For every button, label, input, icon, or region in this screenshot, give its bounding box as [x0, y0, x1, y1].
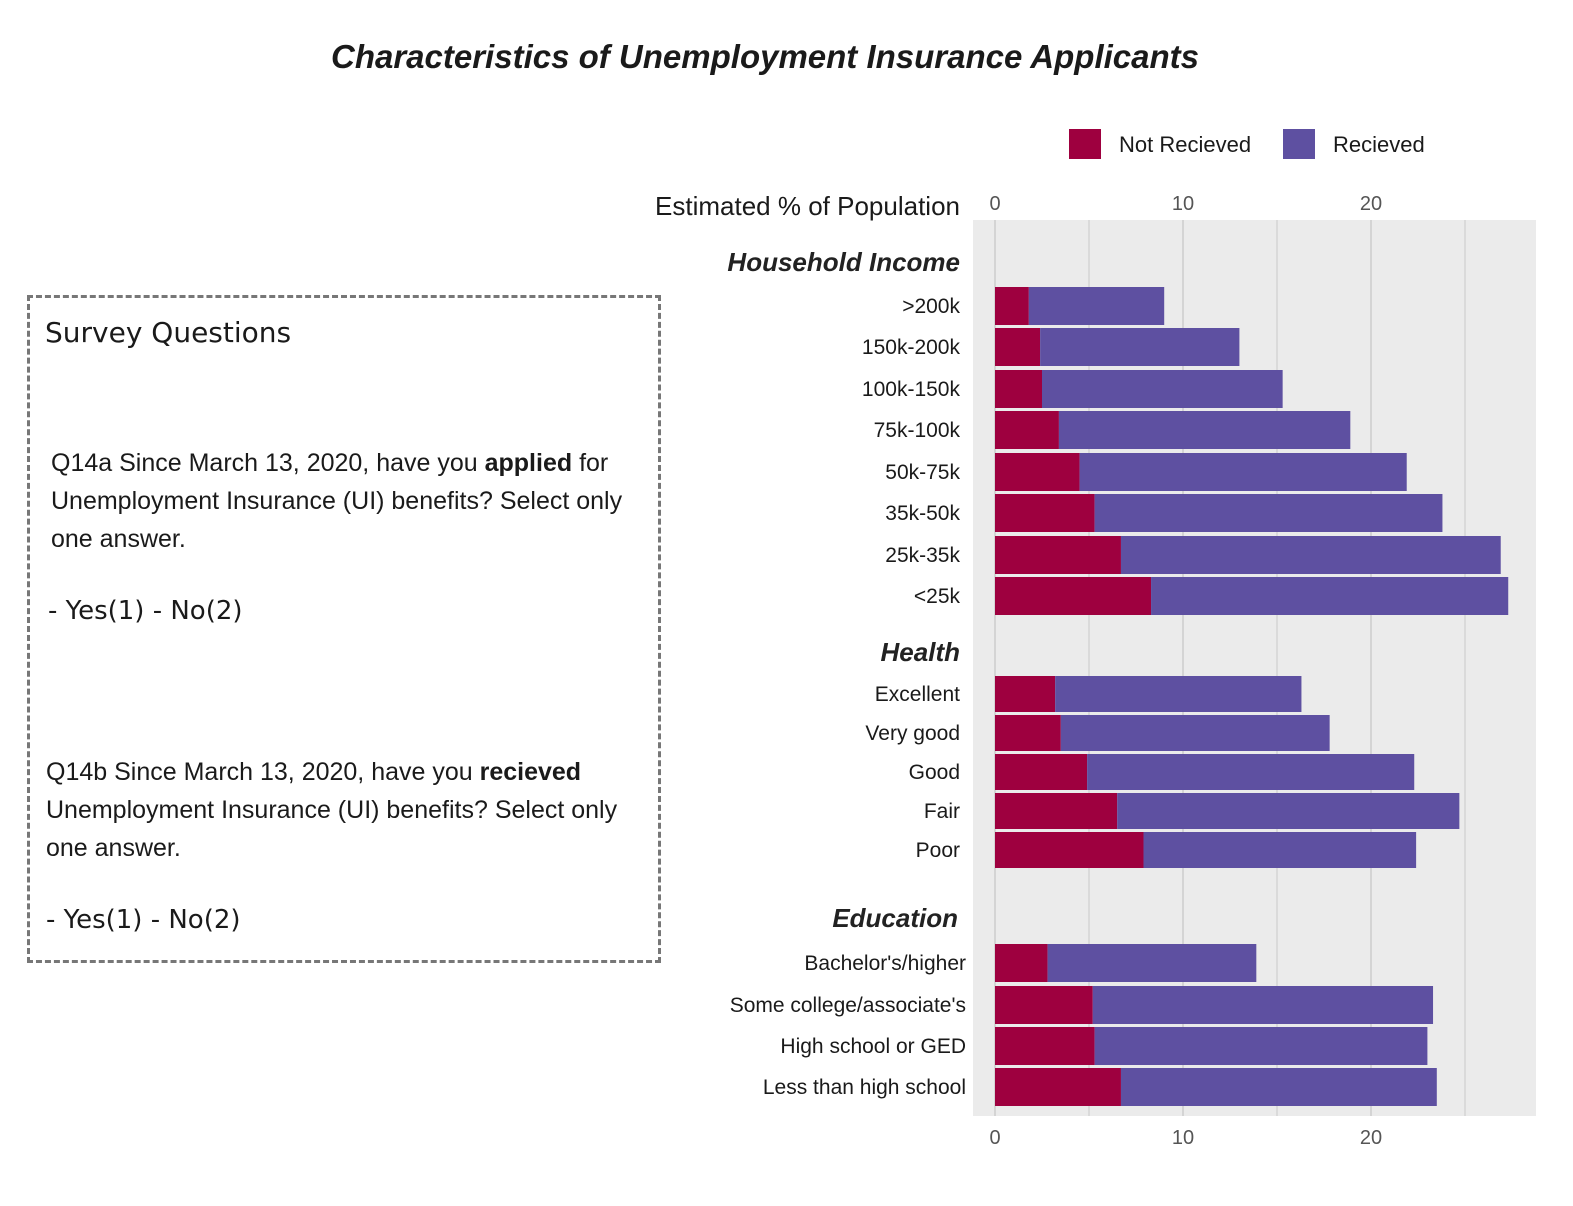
category-label: Good: [909, 761, 960, 784]
question-q14a: Q14a Since March 13, 2020, have you appl…: [51, 444, 651, 558]
q14a-bold-word: applied: [484, 449, 573, 477]
bar-recieved: [1117, 793, 1460, 829]
bar-recieved: [1028, 287, 1165, 325]
group-header: Education: [832, 903, 958, 933]
bar-not-recieved: [995, 494, 1095, 532]
bar-recieved: [1120, 1068, 1437, 1106]
bar-not-recieved: [995, 370, 1042, 408]
q14b-answers: - Yes(1) - No(2): [46, 905, 241, 935]
bar-recieved: [1047, 944, 1257, 982]
bar-recieved: [1079, 453, 1407, 491]
category-label: Fair: [924, 800, 960, 823]
category-label: 150k-200k: [862, 336, 961, 359]
chart-title: Characteristics of Unemployment Insuranc…: [330, 38, 1199, 75]
x-tick-label-top: 10: [1172, 193, 1194, 215]
x-axis-label: Estimated % of Population: [655, 191, 960, 221]
bar-not-recieved: [995, 453, 1080, 491]
bar-not-recieved: [995, 676, 1056, 712]
category-label: Very good: [865, 722, 960, 745]
bar-recieved: [1040, 328, 1240, 366]
bar-recieved: [1042, 370, 1283, 408]
bar-not-recieved: [995, 1068, 1121, 1106]
category-label: High school or GED: [780, 1035, 966, 1058]
bar-recieved: [1094, 1027, 1428, 1065]
q14a-text-end: for Unemployment Insurance (UI) benefits…: [51, 449, 623, 553]
survey-heading: Survey Questions: [45, 316, 292, 349]
q14b-text-end: Unemployment Insurance (UI) benefits? Se…: [46, 796, 618, 862]
bar-recieved: [1087, 754, 1415, 790]
q14b-bold-word: recieved: [479, 758, 582, 786]
category-label: 35k-50k: [885, 502, 960, 525]
x-tick-label-bottom: 10: [1172, 1127, 1194, 1149]
bar-recieved: [1120, 536, 1501, 574]
bar-not-recieved: [995, 536, 1121, 574]
category-label: 50k-75k: [885, 461, 960, 484]
category-label: Less than high school: [763, 1076, 966, 1099]
bar-not-recieved: [995, 715, 1061, 751]
category-label: 25k-35k: [885, 544, 960, 567]
group-header: Health: [881, 637, 960, 667]
bar-not-recieved: [995, 754, 1088, 790]
q14b-text-start: Q14b Since March 13, 2020, have you: [46, 758, 480, 786]
category-label: Excellent: [875, 683, 960, 706]
bar-not-recieved: [995, 1027, 1095, 1065]
bar-not-recieved: [995, 287, 1029, 325]
legend-label: Recieved: [1333, 132, 1425, 157]
category-label: Bachelor's/higher: [804, 952, 966, 975]
survey-questions-box: Survey Questions Q14a Since March 13, 20…: [27, 295, 661, 963]
bar-not-recieved: [995, 793, 1118, 829]
group-header: Household Income: [727, 247, 960, 277]
bar-not-recieved: [995, 832, 1144, 868]
category-label: Poor: [916, 839, 960, 862]
category-label: Some college/associate's: [730, 994, 966, 1017]
bar-not-recieved: [995, 986, 1093, 1024]
bar-not-recieved: [995, 328, 1041, 366]
question-q14b: Q14b Since March 13, 2020, have you reci…: [46, 753, 658, 867]
bar-recieved: [1094, 494, 1443, 532]
x-tick-label-bottom: 20: [1360, 1127, 1382, 1149]
x-tick-label-bottom: 0: [989, 1127, 1000, 1149]
bar-recieved: [1060, 715, 1330, 751]
category-label: 100k-150k: [862, 378, 961, 401]
category-label: <25k: [914, 585, 961, 608]
category-label: 75k-100k: [874, 419, 961, 442]
category-label: >200k: [902, 295, 960, 318]
legend-swatch: [1283, 129, 1315, 159]
q14a-answers: - Yes(1) - No(2): [48, 596, 243, 626]
bar-recieved: [1055, 676, 1302, 712]
q14a-text-start: Q14a Since March 13, 2020, have you: [51, 449, 485, 477]
bar-recieved: [1092, 986, 1434, 1024]
legend-label: Not Recieved: [1119, 132, 1251, 157]
x-tick-label-top: 0: [989, 193, 1000, 215]
bar-not-recieved: [995, 577, 1152, 615]
bar-recieved: [1151, 577, 1509, 615]
bar-not-recieved: [995, 411, 1059, 449]
bar-recieved: [1143, 832, 1417, 868]
bar-recieved: [1058, 411, 1351, 449]
legend-swatch: [1069, 129, 1101, 159]
x-tick-label-top: 20: [1360, 193, 1382, 215]
bar-not-recieved: [995, 944, 1048, 982]
